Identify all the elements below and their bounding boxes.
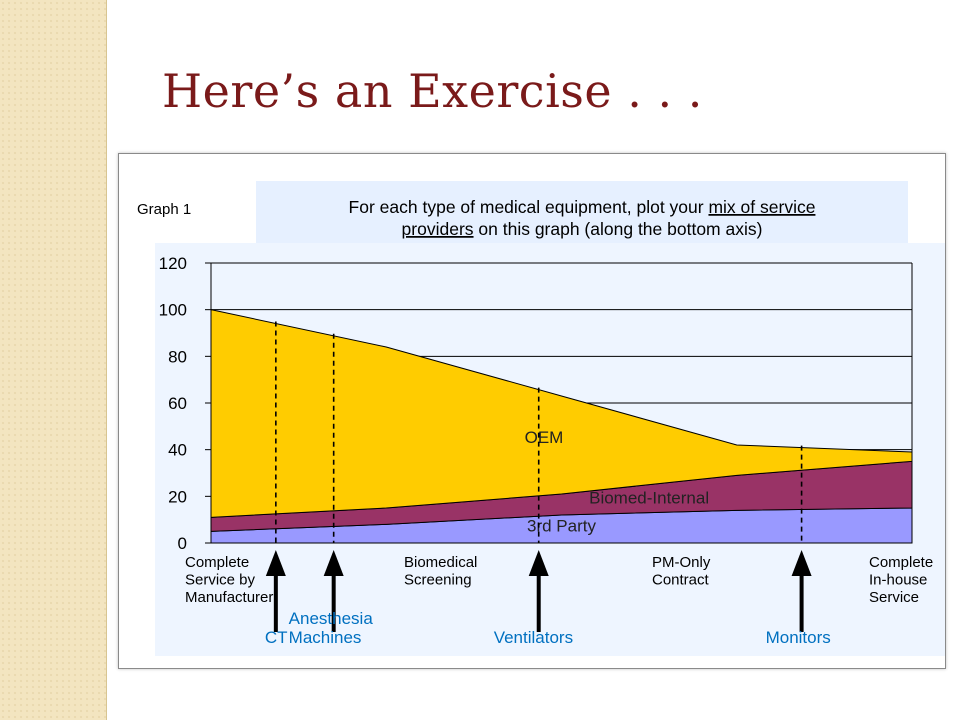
graph-label: Graph 1 <box>137 201 191 218</box>
decorative-side-strip <box>0 0 107 720</box>
x-tick-label: Contract <box>652 572 710 589</box>
chart-frame: Graph 1 For each type of medical equipme… <box>118 153 946 669</box>
marker-arrow-head <box>528 550 549 576</box>
marker-label: CT <box>265 628 288 647</box>
y-tick-label: 40 <box>168 441 187 460</box>
y-tick-label: 0 <box>178 534 187 553</box>
x-tick-label: Service <box>869 589 919 606</box>
labels: 3rd PartyBiomed-InternalOEMCompleteServi… <box>185 428 933 606</box>
slide-title: Here’s an Exercise . . . <box>162 64 703 118</box>
x-tick-label: Service by <box>185 572 256 589</box>
series-label-1: Biomed-Internal <box>589 489 709 508</box>
marker-arrow-head <box>265 550 286 576</box>
stacked-area-chart: Graph 1 For each type of medical equipme… <box>137 181 945 656</box>
x-tick-label: Screening <box>404 572 472 589</box>
x-tick-label: PM-Only <box>652 554 711 571</box>
x-tick-label: Complete <box>185 554 249 571</box>
instruction-line-2: providers on this graph (along the botto… <box>402 219 763 239</box>
series-label-0: 3rd Party <box>527 517 596 536</box>
marker-arrow-head <box>791 550 812 576</box>
y-tick-label: 100 <box>159 301 187 320</box>
series-label-2: OEM <box>525 428 564 447</box>
x-tick-label: Complete <box>869 554 933 571</box>
instruction-box <box>256 181 908 245</box>
x-tick-label: In-house <box>869 572 927 589</box>
instruction-line-1: For each type of medical equipment, plot… <box>349 197 816 217</box>
x-tick-label: Biomedical <box>404 554 477 571</box>
y-tick-label: 120 <box>159 254 187 273</box>
marker-label: Anesthesia <box>289 609 374 628</box>
y-tick-label: 80 <box>168 347 187 366</box>
marker-label: Ventilators <box>494 628 573 647</box>
y-tick-label: 60 <box>168 394 187 413</box>
y-tick-label: 20 <box>168 487 187 506</box>
marker-label: Monitors <box>766 628 831 647</box>
axes: 0 20 40 60 80 100 120 <box>159 254 913 553</box>
marker-arrow-head <box>323 550 344 576</box>
marker-label: Machines <box>289 628 362 647</box>
x-tick-label: Manufacturer <box>185 589 273 606</box>
